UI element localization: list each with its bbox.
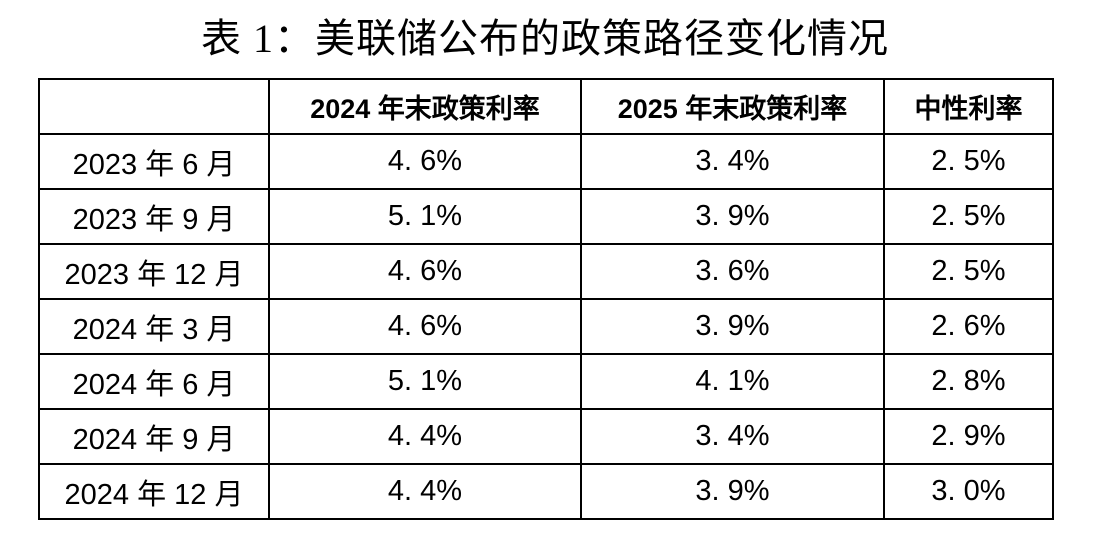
value-2025-rate: 3. 6% (580, 243, 885, 300)
value-2025-rate: 3. 9% (580, 298, 885, 355)
value-2025-rate: 3. 4% (580, 133, 885, 190)
policy-path-table: 2024 年末政策利率 2025 年末政策利率 中性利率 2023 年 6 月 … (38, 78, 1054, 520)
value-neutral-rate: 2. 5% (883, 133, 1054, 190)
header-2024-year-end-policy-rate: 2024 年末政策利率 (268, 78, 582, 135)
row-label-2024-06: 2024 年 6 月 (38, 353, 270, 410)
row-label-2023-09: 2023 年 9 月 (38, 188, 270, 245)
value-2024-rate: 4. 4% (268, 463, 582, 520)
value-neutral-rate: 2. 6% (883, 298, 1054, 355)
table-row: 2023 年 6 月 4. 6% 3. 4% 2. 5% (38, 133, 1054, 190)
value-2025-rate: 3. 9% (580, 188, 885, 245)
value-2025-rate: 3. 4% (580, 408, 885, 465)
value-neutral-rate: 3. 0% (883, 463, 1054, 520)
value-2024-rate: 5. 1% (268, 188, 582, 245)
value-2024-rate: 4. 4% (268, 408, 582, 465)
value-neutral-rate: 2. 8% (883, 353, 1054, 410)
header-2025-year-end-policy-rate: 2025 年末政策利率 (580, 78, 885, 135)
value-neutral-rate: 2. 5% (883, 188, 1054, 245)
table-row: 2023 年 9 月 5. 1% 3. 9% 2. 5% (38, 188, 1054, 245)
row-label-2024-03: 2024 年 3 月 (38, 298, 270, 355)
row-label-2024-12: 2024 年 12 月 (38, 463, 270, 520)
row-label-2024-09: 2024 年 9 月 (38, 408, 270, 465)
header-row: 2024 年末政策利率 2025 年末政策利率 中性利率 (38, 78, 1054, 135)
table-row: 2023 年 12 月 4. 6% 3. 6% 2. 5% (38, 243, 1054, 300)
value-neutral-rate: 2. 9% (883, 408, 1054, 465)
header-neutral-rate: 中性利率 (883, 78, 1054, 135)
table-row: 2024 年 9 月 4. 4% 3. 4% 2. 9% (38, 408, 1054, 465)
value-2025-rate: 3. 9% (580, 463, 885, 520)
table-row: 2024 年 3 月 4. 6% 3. 9% 2. 6% (38, 298, 1054, 355)
value-neutral-rate: 2. 5% (883, 243, 1054, 300)
row-label-2023-06: 2023 年 6 月 (38, 133, 270, 190)
value-2024-rate: 4. 6% (268, 133, 582, 190)
row-label-2023-12: 2023 年 12 月 (38, 243, 270, 300)
value-2024-rate: 5. 1% (268, 353, 582, 410)
value-2025-rate: 4. 1% (580, 353, 885, 410)
value-2024-rate: 4. 6% (268, 298, 582, 355)
table-caption: 表 1：美联储公布的政策路径变化情况 (201, 16, 889, 61)
header-empty-cell (38, 78, 270, 135)
table-row: 2024 年 6 月 5. 1% 4. 1% 2. 8% (38, 353, 1054, 410)
value-2024-rate: 4. 6% (268, 243, 582, 300)
table-row: 2024 年 12 月 4. 4% 3. 9% 3. 0% (38, 463, 1054, 520)
